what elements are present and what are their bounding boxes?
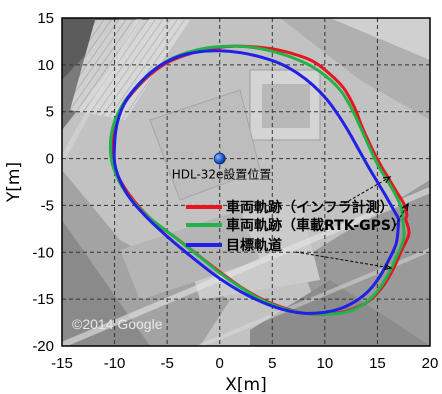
y-tick-label: -15 bbox=[32, 291, 54, 308]
x-tick-label: 5 bbox=[268, 355, 276, 372]
x-tick-label: -10 bbox=[104, 355, 126, 372]
sensor-position-label: HDL-32e設置位置 bbox=[172, 167, 272, 182]
x-axis-label: X[m] bbox=[225, 375, 266, 394]
y-tick-label: 10 bbox=[37, 57, 54, 74]
legend: 車両軌跡（インフラ計測）車両軌跡（車載RTK-GPS） 目標軌道 bbox=[186, 199, 405, 254]
legend-label: 目標軌道 bbox=[226, 237, 282, 254]
y-tick-label: 15 bbox=[37, 10, 54, 27]
y-tick-label: 0 bbox=[46, 151, 54, 168]
legend-arrows bbox=[295, 176, 409, 271]
x-tick-label: 0 bbox=[216, 355, 224, 372]
y-tick-labels: 15 10 5 0 -5 -10 -15 -20 bbox=[32, 10, 54, 355]
y-tick-label: -10 bbox=[32, 244, 54, 261]
pointer-arrowhead bbox=[382, 176, 392, 183]
pointer-arrowhead bbox=[402, 202, 409, 212]
y-tick-label: -5 bbox=[41, 197, 54, 214]
y-tick-label: 5 bbox=[46, 104, 54, 121]
x-tick-label: 15 bbox=[369, 355, 386, 372]
x-tick-labels: -15 -10 -5 0 5 10 15 20 bbox=[51, 355, 438, 372]
x-tick-label: -15 bbox=[51, 355, 73, 372]
x-tick-label: 10 bbox=[317, 355, 334, 372]
pointer-line bbox=[295, 251, 392, 269]
series-line-target-path bbox=[112, 49, 401, 315]
pointer-line bbox=[394, 203, 409, 227]
map-credit: ©2014 Google bbox=[72, 316, 163, 332]
x-tick-label: -5 bbox=[160, 355, 173, 372]
plot-frame bbox=[61, 17, 431, 347]
sensor-marker-dot bbox=[213, 152, 226, 165]
legend-label: 車両軌跡（インフラ計測） bbox=[226, 199, 394, 216]
legend-label: 車両軌跡（車載RTK-GPS） bbox=[226, 217, 405, 234]
series-layer bbox=[108, 44, 411, 316]
x-tick-label: 20 bbox=[422, 355, 439, 372]
sensor-position-marker: HDL-32e設置位置 bbox=[172, 152, 272, 182]
y-axis-label: Y[m] bbox=[4, 162, 24, 203]
y-tick-label: -20 bbox=[32, 338, 54, 355]
pointer-arrowhead bbox=[384, 263, 393, 271]
